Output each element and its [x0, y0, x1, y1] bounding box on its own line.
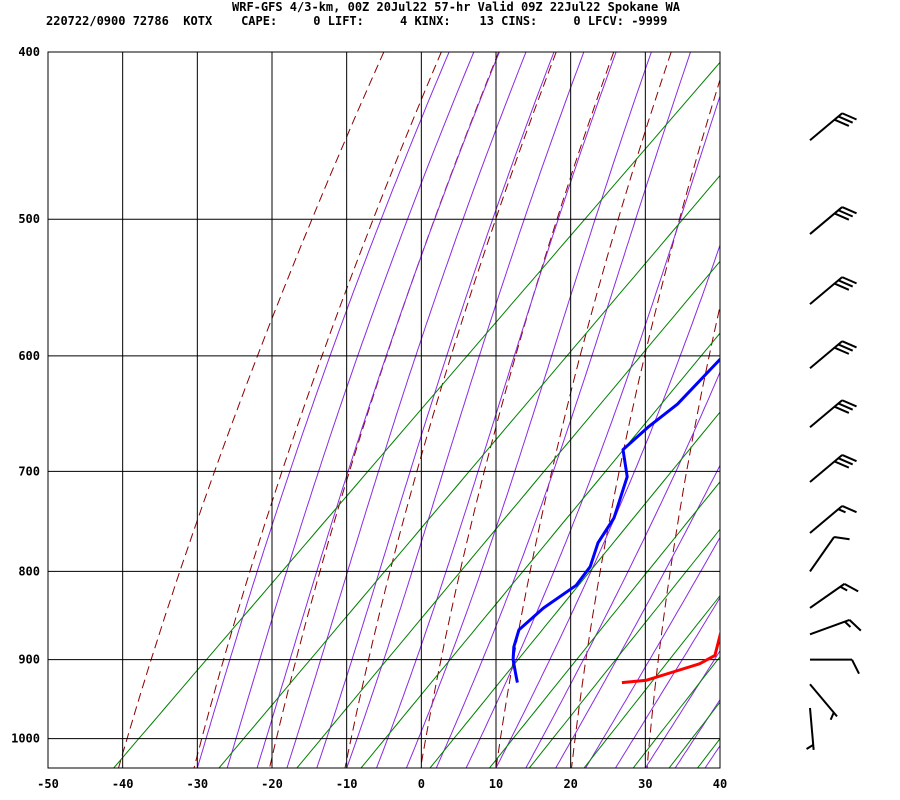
- y-tick-label: 700: [18, 464, 40, 478]
- dry-adiabat-line: [344, 52, 557, 768]
- wind-barb: [809, 276, 857, 305]
- dry-adiabat-line: [874, 52, 900, 768]
- x-tick-label: -10: [336, 777, 358, 791]
- x-tick-label: 20: [563, 777, 577, 791]
- temperature-profile-line: [621, 629, 720, 685]
- y-tick-label: 1000: [11, 732, 40, 746]
- dewpoint-profile-line: [511, 357, 720, 683]
- moist-adiabat-line: [405, 52, 652, 768]
- moist-adiabat-line: [525, 370, 720, 768]
- plot-frame: [47, 51, 721, 769]
- dry-adiabat-line: [420, 52, 615, 768]
- dry-adiabat-line: [646, 304, 720, 768]
- profile-series: [511, 357, 720, 685]
- mixing-ratio-line: [697, 737, 720, 768]
- x-tick-label: 30: [638, 777, 652, 791]
- moist-adiabat-line: [346, 52, 585, 768]
- grid-lines: [47, 51, 721, 769]
- moist-adiabat-line: [256, 52, 500, 768]
- moist-adiabat-line: [226, 52, 475, 768]
- moist-adiabat-line: [674, 698, 720, 768]
- mixing-ratio-line: [528, 528, 720, 768]
- moist-adiabat-line: [286, 52, 527, 768]
- background-lines: [113, 52, 900, 768]
- sounding-indices: 220722/0900 72786 KOTX CAPE: 0 LIFT: 4 K…: [46, 14, 668, 28]
- moist-adiabat-line: [495, 243, 720, 768]
- y-tick-label: 400: [18, 45, 40, 59]
- moist-adiabat-line: [376, 52, 617, 768]
- mixing-ratio-line: [360, 332, 720, 768]
- wind-barb: [809, 112, 857, 142]
- x-tick-label: -50: [37, 777, 59, 791]
- mixing-ratio-line: [583, 594, 720, 768]
- x-tick-label: -40: [112, 777, 134, 791]
- mixing-ratio-line: [632, 655, 720, 768]
- dry-adiabat-line: [495, 52, 672, 768]
- wind-barb: [809, 454, 857, 483]
- wind-barb: [809, 206, 857, 235]
- mixing-ratio-line: [296, 260, 720, 768]
- moist-adiabat-line: [435, 52, 691, 768]
- moist-adiabat-line: [196, 52, 450, 768]
- moist-adiabat-line: [615, 596, 720, 768]
- dry-adiabat-line: [193, 52, 442, 768]
- wind-barb: [809, 683, 838, 721]
- wind-barb: [809, 340, 857, 369]
- x-tick-label: 40: [713, 777, 727, 791]
- mixing-ratio-line: [489, 481, 720, 768]
- moist-adiabat-line: [465, 94, 720, 768]
- axis-ticks: -50 -40 -30 -20 -10 0 10 20 30 40 400 500 600 700 800 9…: [11, 45, 727, 791]
- y-tick-label: 600: [18, 349, 40, 363]
- x-tick-label: 0: [418, 777, 425, 791]
- wind-barb: [809, 582, 859, 609]
- x-tick-label: -20: [261, 777, 283, 791]
- mixing-ratio-line: [218, 174, 720, 768]
- wind-barb: [810, 658, 860, 675]
- wind-barb: [809, 505, 857, 534]
- moist-adiabat-line: [316, 52, 555, 768]
- wind-barb: [809, 618, 862, 636]
- wind-barb: [809, 536, 850, 572]
- dry-adiabat-line: [118, 52, 385, 768]
- dry-adiabat-line: [269, 52, 500, 768]
- moist-adiabat-line: [644, 649, 720, 768]
- y-tick-label: 800: [18, 564, 40, 578]
- y-tick-label: 900: [18, 653, 40, 667]
- wind-barbs: [806, 112, 862, 750]
- moist-adiabat-line: [555, 464, 720, 768]
- wind-barb: [809, 399, 857, 429]
- chart-title: WRF-GFS 4/3-km, 00Z 20Jul22 57-hr Valid …: [232, 0, 680, 14]
- x-tick-label: -30: [186, 777, 208, 791]
- mixing-ratio-line: [113, 61, 720, 768]
- y-tick-label: 500: [18, 212, 40, 226]
- wind-barb: [806, 707, 815, 750]
- moist-adiabat-line: [704, 744, 720, 768]
- moist-adiabat-line: [585, 536, 720, 768]
- x-tick-label: 10: [489, 777, 503, 791]
